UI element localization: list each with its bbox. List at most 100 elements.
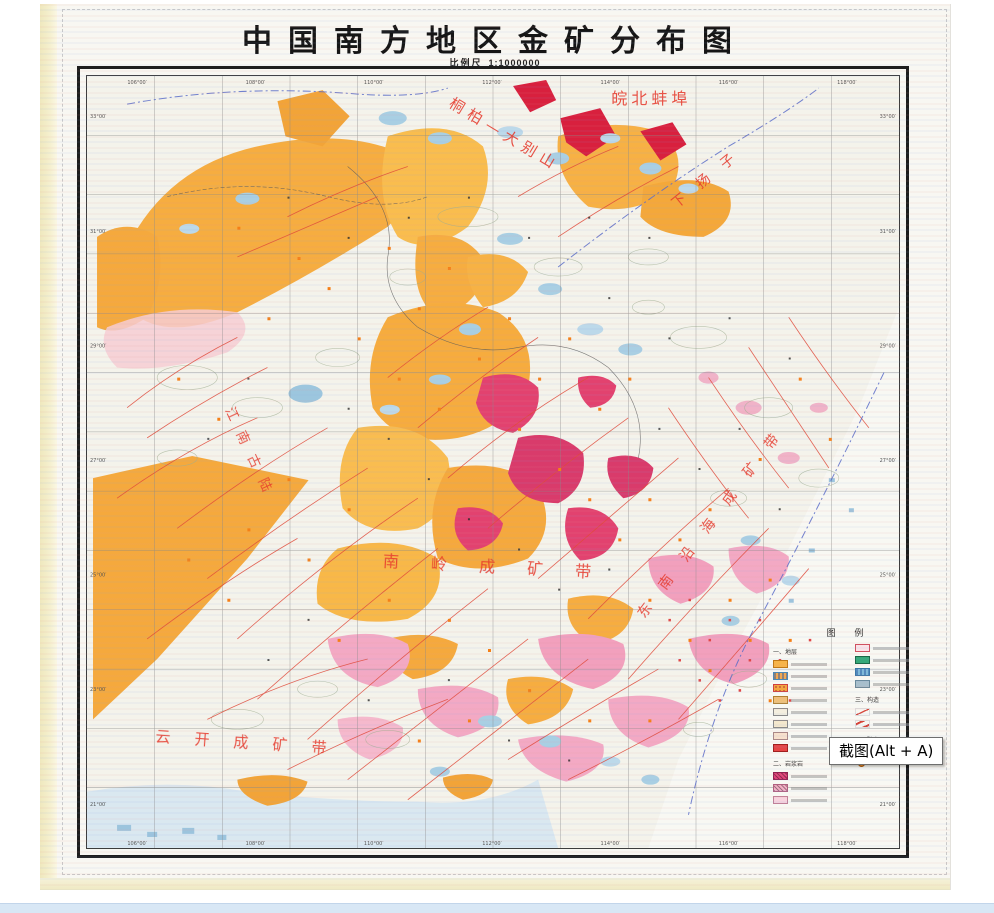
lat-label: 27°00′ bbox=[880, 458, 897, 464]
legend-swatch bbox=[773, 784, 788, 792]
legend-item bbox=[773, 708, 843, 716]
legend-item bbox=[773, 796, 843, 804]
legend-item-label bbox=[791, 798, 827, 802]
legend-swatch bbox=[773, 696, 788, 704]
legend-item-label bbox=[791, 722, 827, 726]
legend-column: 三、构造四、矿产 bbox=[855, 644, 925, 804]
lon-label: 114°00′ bbox=[601, 80, 621, 86]
legend-item bbox=[773, 696, 843, 704]
lat-label: 31°00′ bbox=[90, 229, 107, 235]
scale-label: 比例尺 bbox=[449, 58, 483, 68]
lon-label: 112°00′ bbox=[482, 80, 502, 86]
legend-section-header: 一、地层 bbox=[773, 650, 798, 656]
lat-label: 29°00′ bbox=[90, 343, 107, 349]
scanned-map-sheet[interactable]: 中国南方地区金矿分布图 比例尺 1:1000000 bbox=[40, 4, 951, 890]
lon-label: 116°00′ bbox=[719, 841, 739, 847]
lat-label: 27°00′ bbox=[90, 458, 107, 464]
legend-item-label bbox=[791, 786, 827, 790]
lon-label: 110°00′ bbox=[364, 80, 384, 86]
legend-swatch bbox=[855, 644, 870, 652]
legend-swatch bbox=[773, 732, 788, 740]
map-canvas[interactable]: 106°00′ 108°00′ 110°00′ 112°00′ 114°00′ … bbox=[86, 75, 900, 849]
map-frame: 106°00′ 108°00′ 110°00′ 112°00′ 114°00′ … bbox=[77, 66, 909, 858]
legend-item bbox=[855, 680, 925, 688]
geological-map-svg: 106°00′ 108°00′ 110°00′ 112°00′ 114°00′ … bbox=[87, 76, 899, 848]
page-fold-strip bbox=[40, 4, 57, 890]
lon-label: 114°00′ bbox=[601, 841, 621, 847]
legend-item bbox=[773, 772, 843, 780]
legend-fault-line-symbol bbox=[855, 720, 870, 728]
lat-label: 25°00′ bbox=[90, 573, 107, 579]
map-title: 中国南方地区金矿分布图 bbox=[242, 24, 748, 59]
lat-label: 29°00′ bbox=[880, 343, 897, 349]
lat-label: 25°00′ bbox=[880, 573, 897, 579]
legend-item bbox=[855, 644, 925, 652]
lon-label: 108°00′ bbox=[246, 80, 266, 86]
graticule-labels: 106°00′ 108°00′ 110°00′ 112°00′ 114°00′ … bbox=[90, 80, 897, 847]
legend-item bbox=[773, 732, 843, 740]
page-fold-strip-bottom bbox=[40, 878, 950, 890]
graticule-grid bbox=[87, 76, 899, 848]
legend-item-label bbox=[873, 710, 909, 714]
lon-label: 118°00′ bbox=[837, 841, 857, 847]
lon-label: 118°00′ bbox=[837, 80, 857, 86]
map-scale: 比例尺 1:1000000 bbox=[40, 56, 950, 69]
fault-lines bbox=[116, 145, 870, 801]
legend-item bbox=[773, 684, 843, 692]
lon-label: 112°00′ bbox=[482, 841, 502, 847]
legend-item-label bbox=[873, 646, 909, 650]
legend-item bbox=[855, 720, 925, 728]
legend-fault-line-symbol bbox=[855, 708, 870, 716]
legend-item bbox=[855, 708, 925, 716]
legend-swatch bbox=[855, 656, 870, 664]
legend-item bbox=[855, 668, 925, 676]
road-rail-lines bbox=[167, 166, 641, 459]
legend-title: 图 例 bbox=[826, 629, 872, 639]
legend-swatch bbox=[855, 668, 870, 676]
screenshot-tooltip: 截图(Alt + A) bbox=[829, 737, 944, 765]
lon-label: 116°00′ bbox=[719, 80, 739, 86]
legend-section-header: 二、岩浆岩 bbox=[773, 762, 804, 768]
lon-label: 106°00′ bbox=[127, 80, 147, 86]
boundary-lines bbox=[127, 87, 885, 815]
legend-swatch bbox=[773, 660, 788, 668]
legend-swatch bbox=[773, 772, 788, 780]
legend-swatch bbox=[855, 680, 870, 688]
lat-label: 33°00′ bbox=[880, 114, 897, 120]
legend-item-label bbox=[791, 746, 827, 750]
legend-section-header: 三、构造 bbox=[855, 698, 880, 704]
legend-swatch bbox=[773, 708, 788, 716]
legend-item bbox=[773, 720, 843, 728]
legend-column: 一、地层 二、岩浆岩 bbox=[773, 644, 843, 804]
legend-item-label bbox=[791, 734, 827, 738]
lat-label: 23°00′ bbox=[90, 687, 107, 693]
legend-item-label bbox=[791, 698, 827, 702]
legend-item-label bbox=[791, 686, 827, 690]
legend-item bbox=[773, 744, 843, 752]
legend-item bbox=[773, 784, 843, 792]
legend-item bbox=[773, 672, 843, 680]
legend-item-label bbox=[791, 674, 827, 678]
legend-item bbox=[855, 656, 925, 664]
lon-label: 106°00′ bbox=[127, 841, 147, 847]
legend-item-label bbox=[873, 722, 909, 726]
lon-label: 110°00′ bbox=[364, 841, 384, 847]
geology-regions bbox=[93, 80, 828, 806]
legend-item-label bbox=[873, 670, 909, 674]
lat-label: 21°00′ bbox=[90, 802, 107, 808]
lat-label: 21°00′ bbox=[880, 802, 897, 808]
window-bottom-bar bbox=[0, 903, 994, 913]
legend-item-label bbox=[791, 662, 827, 666]
region-label-wanbei-bengbu: 皖北蚌埠 bbox=[611, 89, 691, 108]
legend-item-label bbox=[873, 658, 909, 662]
legend-swatch bbox=[773, 744, 788, 752]
legend-item-label bbox=[791, 710, 827, 714]
legend-swatch bbox=[773, 672, 788, 680]
legend-item-label bbox=[791, 774, 827, 778]
lat-label: 33°00′ bbox=[90, 114, 107, 120]
lat-label: 23°00′ bbox=[880, 687, 897, 693]
legend-swatch bbox=[773, 684, 788, 692]
